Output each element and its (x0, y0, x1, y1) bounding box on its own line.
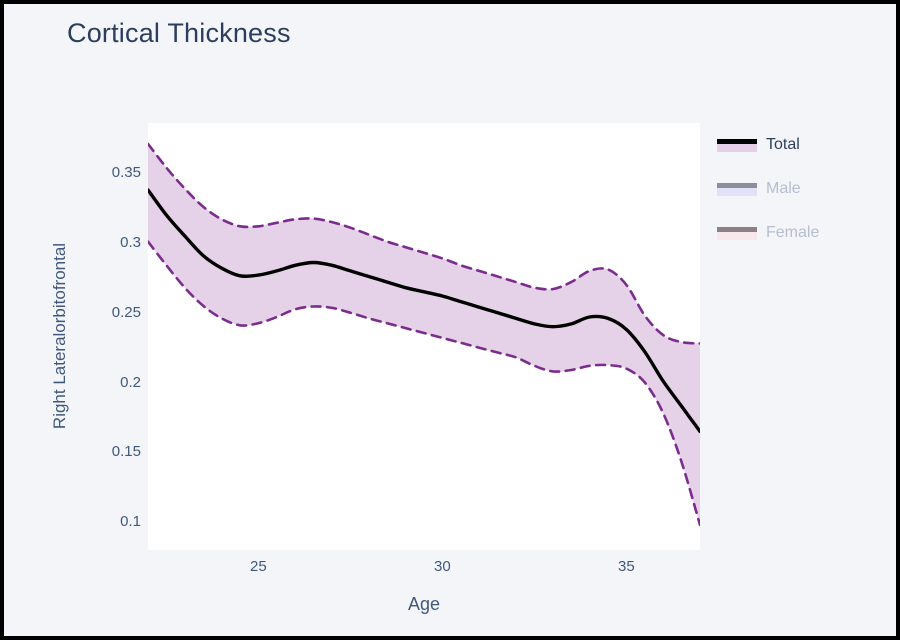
lower-ci-dashed-line (148, 240, 700, 527)
x-axis-title: Age (407, 594, 441, 614)
legend-swatch-male-icon (717, 182, 757, 196)
y-tick-label: 0.2 (120, 373, 141, 391)
legend-item-male[interactable]: Male (717, 180, 819, 198)
x-tick-label: 30 (434, 558, 451, 575)
y-axis-title: Right Lateralorbitofrontal (50, 242, 69, 430)
page-title: Cortical Thickness (67, 18, 291, 48)
y-tick-label: 0.35 (111, 164, 141, 182)
total-trend-line (148, 188, 700, 434)
upper-ci-dashed-line (148, 142, 700, 345)
legend-item-female[interactable]: Female (717, 224, 819, 242)
legend-label-male: Male (766, 180, 801, 197)
legend-item-total[interactable]: Total (717, 136, 819, 154)
chart-canvas (148, 142, 700, 527)
y-tick-label: 0.25 (111, 303, 141, 321)
legend-label-female: Female (766, 224, 820, 241)
confidence-band (148, 143, 700, 525)
legend-swatch-female-icon (717, 226, 757, 240)
y-tick-label: 0.1 (120, 513, 141, 531)
legend: Total Male Female (717, 136, 819, 242)
x-tick-label: 35 (618, 558, 635, 575)
plot-area[interactable] (148, 123, 700, 550)
legend-swatch-total-icon (717, 138, 757, 152)
legend-label-total: Total (766, 136, 800, 153)
y-tick-label: 0.15 (111, 443, 141, 461)
y-axis-tick-labels: 0.35 0.3 0.25 0.2 0.15 0.1 (58, 123, 141, 550)
y-tick-label: 0.3 (120, 234, 141, 251)
x-tick-label: 25 (250, 558, 267, 575)
x-axis-tick-labels: 25 30 35 (148, 557, 700, 579)
